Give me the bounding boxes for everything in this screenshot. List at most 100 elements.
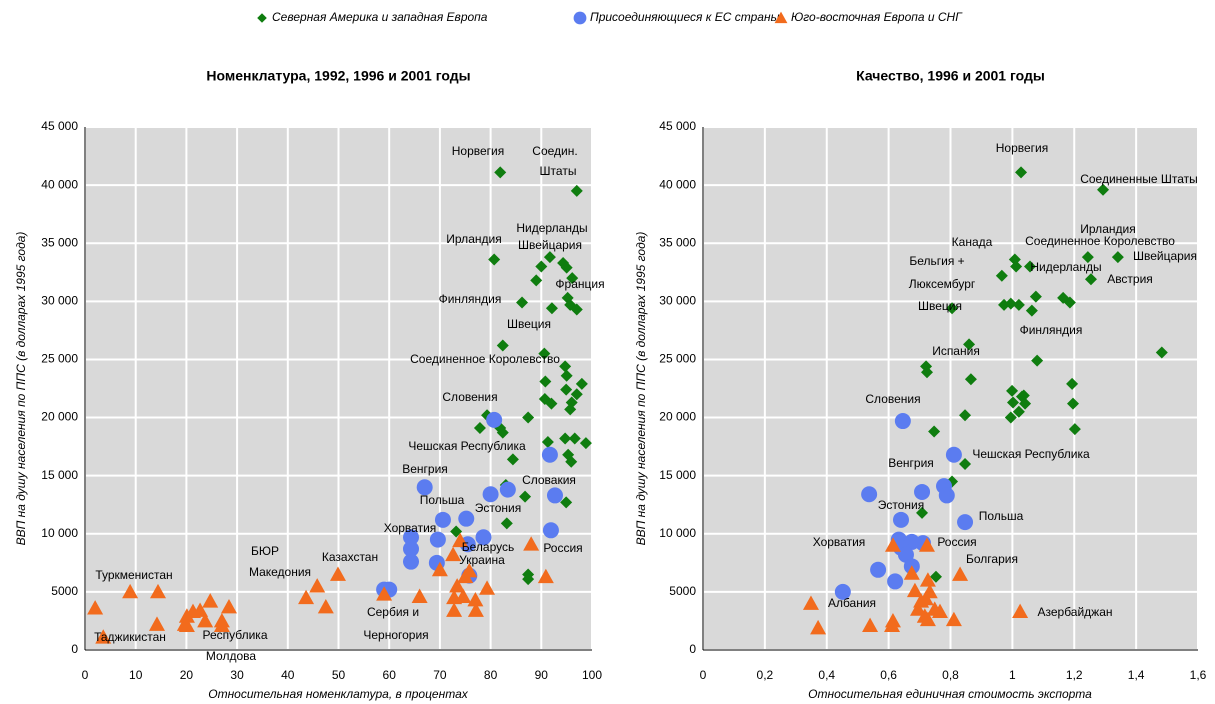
- annotation: Соединенное Королевство: [1025, 234, 1175, 248]
- point: [150, 583, 167, 599]
- point: [213, 617, 230, 632]
- y-tick-label: 20 000: [659, 410, 696, 424]
- point: [376, 586, 393, 601]
- annotation: Болгария: [966, 552, 1018, 566]
- point: [192, 602, 209, 617]
- point: [455, 588, 472, 603]
- point: [475, 529, 492, 546]
- point: [1012, 298, 1025, 311]
- point: [1012, 603, 1029, 619]
- point: [546, 487, 563, 504]
- point: [545, 397, 558, 410]
- point: [575, 377, 588, 390]
- annotation: Швейцария: [1133, 249, 1197, 263]
- annotation: Штаты: [540, 164, 577, 178]
- annotation: Нидерланды: [516, 221, 587, 235]
- y-tick-label: 20 000: [41, 410, 78, 424]
- point: [403, 529, 420, 546]
- y-tick-label: 0: [71, 642, 78, 656]
- point: [403, 553, 420, 570]
- y-tick-label: 40 000: [659, 177, 696, 191]
- point: [963, 338, 976, 351]
- x-tick-label: 20: [180, 668, 194, 682]
- point: [479, 580, 496, 595]
- point: [1068, 423, 1081, 436]
- point: [1066, 377, 1079, 390]
- point: [568, 432, 581, 445]
- x-tick-label: 80: [484, 668, 498, 682]
- point: [416, 479, 433, 496]
- point: [411, 588, 428, 603]
- x-tick-label: 0: [700, 668, 707, 682]
- point: [887, 573, 904, 590]
- point: [928, 425, 941, 438]
- annotation: Хорватия: [813, 535, 866, 549]
- annotation: Македония: [249, 565, 311, 579]
- point: [894, 413, 911, 430]
- point: [913, 593, 930, 608]
- point: [488, 253, 501, 266]
- point: [931, 603, 948, 619]
- point: [1004, 411, 1017, 424]
- point: [467, 592, 484, 607]
- point: [541, 446, 558, 463]
- point: [543, 251, 556, 264]
- annotation: Испания: [932, 344, 980, 358]
- annotation: Венгрия: [402, 462, 448, 476]
- point: [458, 510, 475, 527]
- y-tick-label: 25 000: [41, 352, 78, 366]
- point: [810, 619, 827, 635]
- point: [774, 11, 788, 24]
- y-tick-label: 45 000: [659, 119, 696, 133]
- point: [560, 383, 573, 396]
- point: [449, 578, 466, 593]
- y-tick-label: 15 000: [41, 468, 78, 482]
- point: [570, 303, 583, 316]
- x-tick-label: 1,2: [1066, 668, 1083, 682]
- annotation: Азербайджан: [1037, 605, 1112, 619]
- point: [884, 617, 901, 632]
- y-tick-label: 45 000: [41, 119, 78, 133]
- y-tick-label: 30 000: [41, 294, 78, 308]
- point: [516, 296, 529, 309]
- annotation: Финляндия: [1020, 323, 1083, 337]
- point: [1029, 290, 1042, 303]
- point: [542, 522, 559, 539]
- point: [1015, 166, 1028, 179]
- legend-label: Юго-восточная Европа и СНГ: [791, 10, 963, 24]
- point: [964, 373, 977, 386]
- point: [1084, 273, 1097, 286]
- point: [1097, 183, 1110, 196]
- annotation: БЮР: [251, 544, 279, 558]
- annotation: Республика: [202, 628, 267, 642]
- point: [122, 583, 139, 599]
- point: [906, 582, 923, 598]
- y-tick-label: 35 000: [41, 235, 78, 249]
- annotation: Эстония: [878, 498, 925, 512]
- point: [1067, 397, 1080, 410]
- y-tick-label: 40 000: [41, 177, 78, 191]
- point: [539, 375, 552, 388]
- point: [496, 339, 509, 352]
- x-axis-label: Относительная номенклатура, в процентах: [208, 687, 469, 701]
- point: [559, 360, 572, 373]
- point: [1024, 260, 1037, 273]
- point: [1081, 251, 1094, 264]
- x-tick-label: 0,8: [942, 668, 959, 682]
- point: [473, 422, 486, 435]
- y-tick-label: 10 000: [41, 526, 78, 540]
- point: [197, 612, 214, 628]
- y-axis-label: ВВП на душу населения по ППС (в долларах…: [14, 232, 28, 546]
- y-tick-label: 10 000: [659, 526, 696, 540]
- annotation: Украина: [459, 553, 505, 567]
- x-tick-label: 40: [281, 668, 295, 682]
- point: [496, 426, 509, 439]
- point: [523, 536, 540, 551]
- x-tick-label: 0,2: [757, 668, 774, 682]
- point: [506, 453, 519, 466]
- annotation: Сербия и: [367, 605, 419, 619]
- point: [1057, 291, 1070, 304]
- x-tick-label: 100: [582, 668, 602, 682]
- point: [579, 437, 592, 450]
- point: [918, 537, 935, 552]
